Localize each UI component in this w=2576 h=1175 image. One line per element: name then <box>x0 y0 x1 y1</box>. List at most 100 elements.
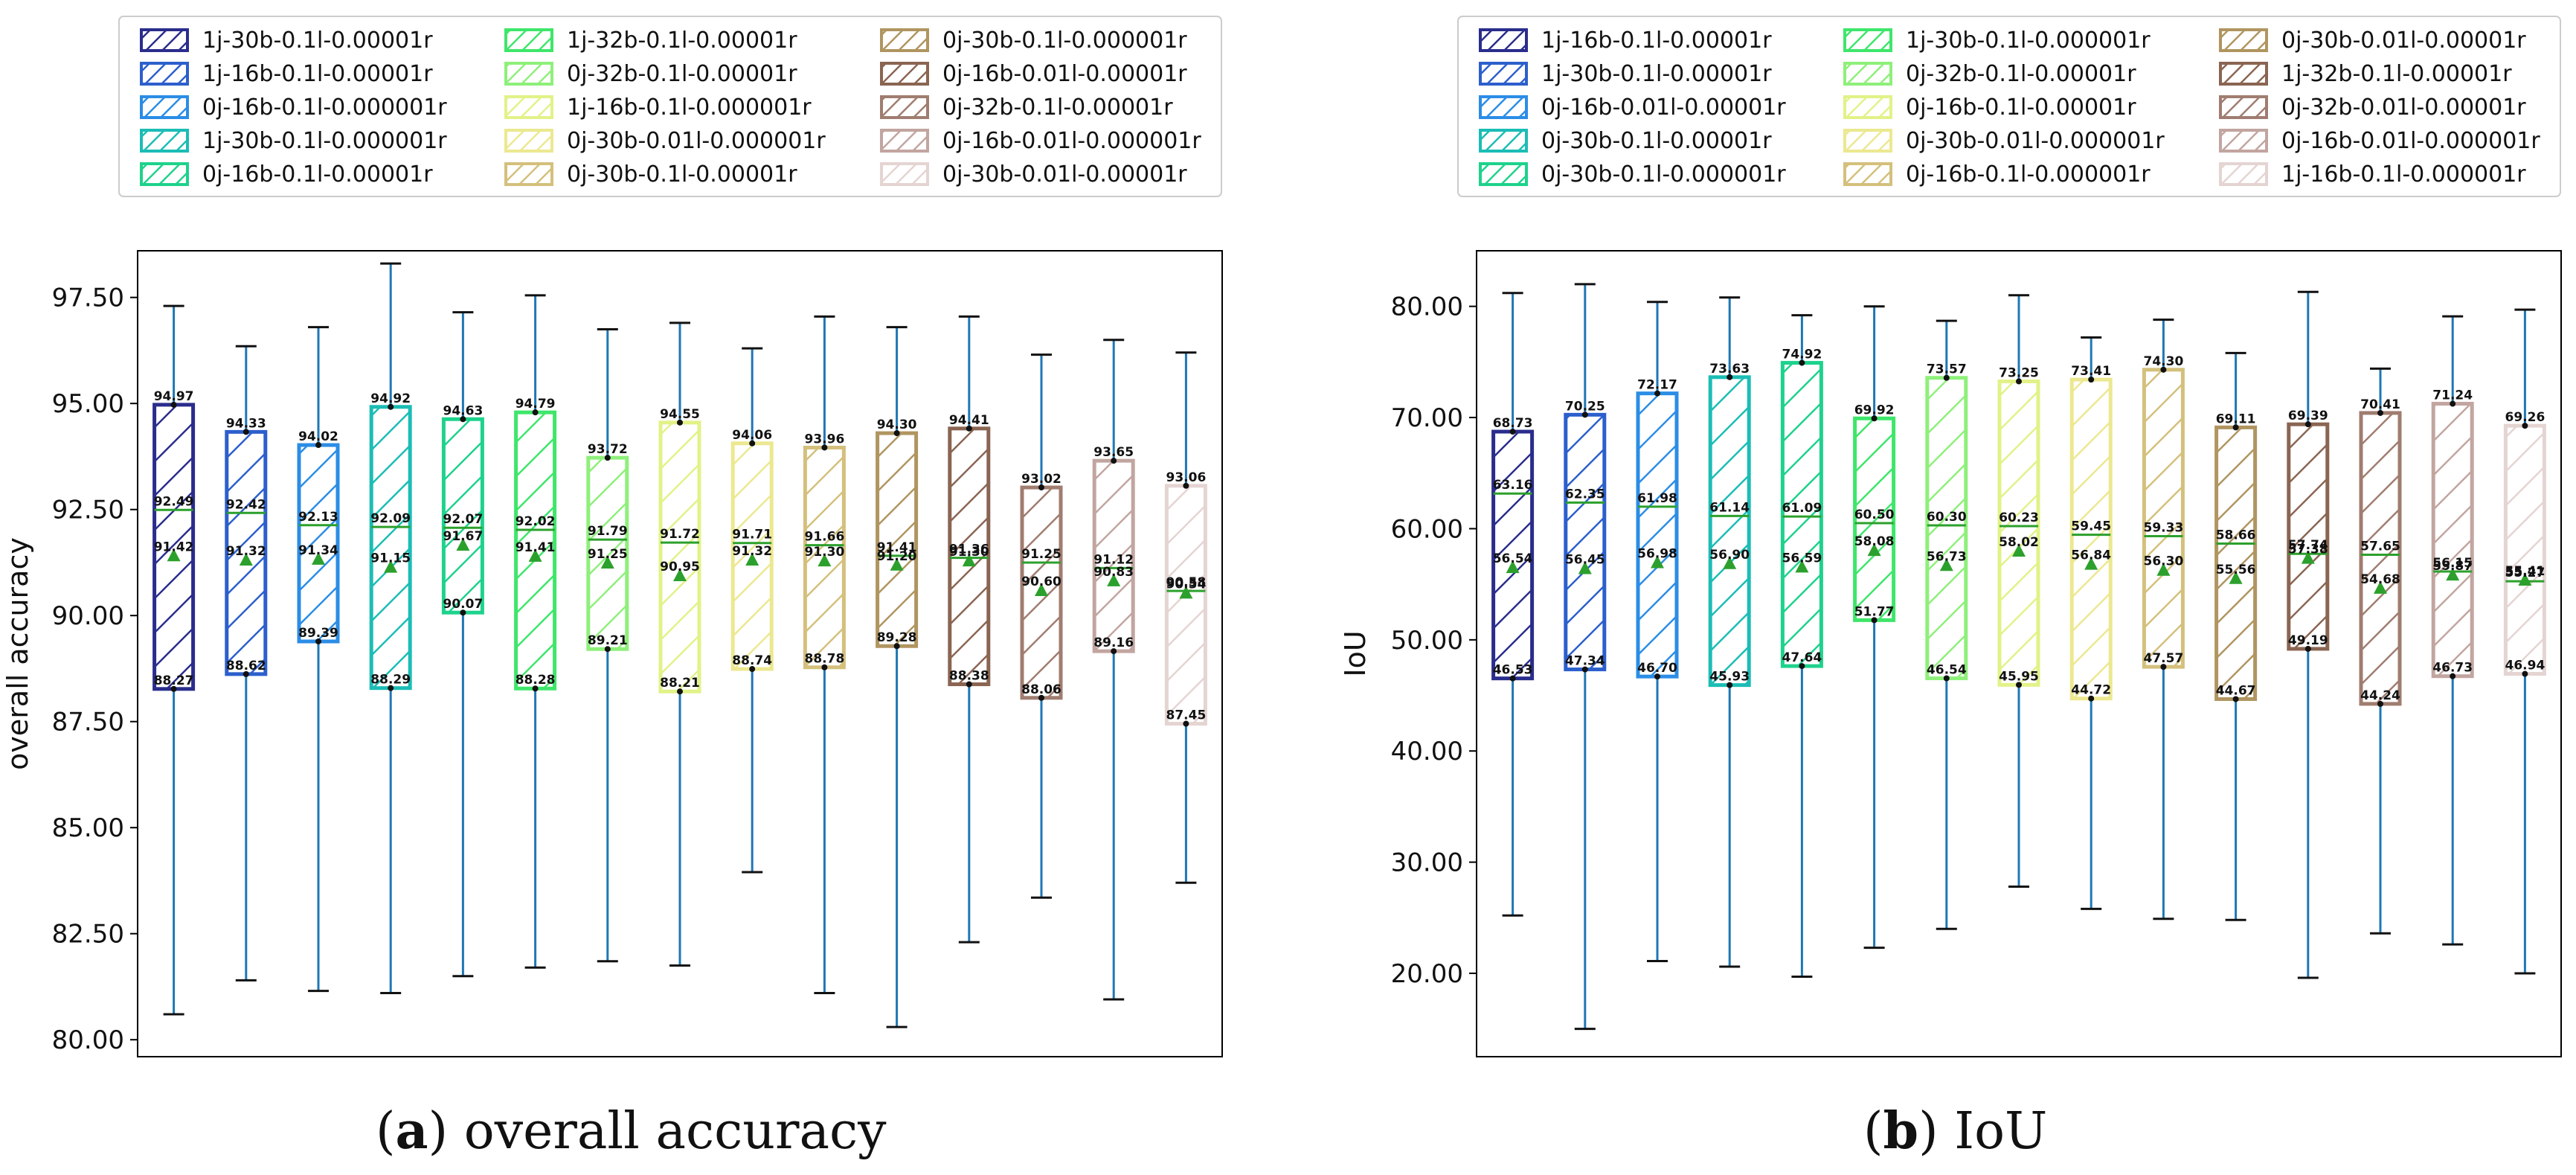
box-body <box>2503 423 2546 676</box>
value-label: 55.87 <box>2432 559 2473 574</box>
value-label: 60.50 <box>1854 508 1895 522</box>
value-label: 46.70 <box>1637 661 1677 676</box>
y-tick-label: 80.00 <box>1391 292 1463 322</box>
legend-label: 0j-16b-0.01l-0.000001r <box>942 128 1201 154</box>
q1-dot <box>1111 648 1117 655</box>
value-label: 49.19 <box>2288 633 2328 648</box>
q3-dot <box>460 416 466 423</box>
q3-dot <box>2450 400 2456 407</box>
legend-label: 1j-30b-0.1l-0.00001r <box>202 28 433 54</box>
box-1j-16b-0.1l-0.00001r: 94.33 92.42 91.32 88.62 <box>225 345 268 982</box>
value-label: 70.41 <box>2360 397 2400 412</box>
q3-dot <box>2232 424 2239 431</box>
mean-marker <box>2446 568 2460 581</box>
value-label: 93.02 <box>1021 472 1061 487</box>
legend-swatch <box>880 162 929 186</box>
value-label: 62.35 <box>1565 487 1605 502</box>
value-label: 89.28 <box>877 630 917 645</box>
legend-item: 0j-16b-0.1l-0.000001r <box>140 95 447 121</box>
value-label: 93.06 <box>1166 470 1207 485</box>
y-tick-label: 40.00 <box>1391 737 1463 766</box>
legend-label: 0j-32b-0.1l-0.00001r <box>567 61 797 87</box>
value-label: 94.63 <box>443 403 484 418</box>
legend-label: 0j-30b-0.01l-0.00001r <box>2281 28 2526 54</box>
box-body <box>1708 375 1751 688</box>
y-tick-label: 50.00 <box>1391 626 1463 656</box>
value-label: 56.98 <box>1637 547 1677 562</box>
q3-dot <box>1581 412 1588 418</box>
mean-marker <box>2084 557 2098 570</box>
mean-marker <box>818 554 832 567</box>
q1-dot <box>1038 694 1044 701</box>
q3-dot <box>1871 415 1878 422</box>
q1-dot <box>1871 617 1878 624</box>
value-label: 63.16 <box>1493 478 1533 493</box>
box-body <box>1925 376 1968 681</box>
value-label: 45.95 <box>1999 669 2039 684</box>
legend-label: 0j-30b-0.1l-0.000001r <box>942 28 1187 54</box>
mean-marker <box>745 552 759 566</box>
value-label: 58.08 <box>1854 534 1895 549</box>
q3-dot <box>677 419 683 426</box>
value-label: 91.66 <box>805 530 845 545</box>
legend-swatch <box>880 28 929 52</box>
value-label: 74.92 <box>1782 348 1822 362</box>
y-tick-label: 60.00 <box>1391 514 1463 544</box>
legend-item: 0j-32b-0.1l-0.00001r <box>504 61 797 87</box>
q1-dot <box>749 666 756 673</box>
box-0j-16b-0.1l-0.00001r: 94.63 92.07 91.67 90.07 <box>441 311 484 978</box>
panel-iou: 1j-16b-0.1l-0.00001r 1j-30b-0.1l-0.00001r… <box>1339 16 2562 1057</box>
mean-marker <box>1107 573 1121 586</box>
mean-marker <box>384 560 398 573</box>
legend-frame <box>1457 16 2561 197</box>
q3-dot <box>966 425 972 432</box>
q3-dot <box>2016 378 2022 385</box>
box-body <box>658 420 701 694</box>
value-label: 71.24 <box>2432 388 2473 403</box>
value-label: 88.74 <box>732 653 772 668</box>
box-body <box>441 417 484 615</box>
box-0j-16b-0.1l-0.000001r: 74.30 59.33 56.30 47.57 <box>2142 318 2185 921</box>
value-label: 92.42 <box>226 497 266 512</box>
y-tick-label: 20.00 <box>1391 959 1463 989</box>
q1-dot <box>2016 682 2022 688</box>
q1-dot <box>2304 645 2311 652</box>
legend-label: 0j-30b-0.01l-0.000001r <box>567 128 826 154</box>
value-label: 91.30 <box>805 545 845 560</box>
value-label: 69.92 <box>1854 403 1895 417</box>
value-label: 91.15 <box>370 551 411 566</box>
value-label: 87.45 <box>1166 708 1207 723</box>
value-label: 91.41 <box>877 540 917 555</box>
value-label: 90.83 <box>1093 565 1134 580</box>
legend-item: 0j-16b-0.1l-0.00001r <box>1843 95 2136 121</box>
box-0j-16b-0.1l-0.00001r: 73.25 60.23 58.02 45.95 <box>1997 294 2040 888</box>
q1-dot <box>966 681 972 688</box>
legend-item: 0j-32b-0.01l-0.00001r <box>2219 95 2526 121</box>
q3-dot <box>2160 366 2167 373</box>
q3-dot <box>1111 458 1117 464</box>
value-label: 94.33 <box>226 416 266 431</box>
box-body <box>1564 412 1607 672</box>
y-tick-label: 30.00 <box>1391 848 1463 878</box>
value-label: 94.92 <box>370 391 411 406</box>
mean-marker <box>528 548 542 562</box>
legend-item: 0j-16b-0.01l-0.00001r <box>880 61 1187 87</box>
value-label: 56.15 <box>2432 556 2473 571</box>
mean-marker <box>2518 573 2532 586</box>
value-label: 56.45 <box>1565 552 1605 567</box>
mean-marker <box>239 552 253 566</box>
box-0j-16b-0.1l-0.000001r: 94.02 92.13 91.34 89.39 <box>297 326 340 993</box>
y-tick-label: 82.50 <box>52 920 124 950</box>
q1-dot <box>2232 696 2239 702</box>
q1-dot <box>2522 670 2528 677</box>
legend-item: 0j-30b-0.01l-0.00001r <box>2219 28 2526 54</box>
legend-item: 1j-30b-0.1l-0.000001r <box>1843 28 2151 54</box>
legend-label: 0j-30b-0.1l-0.00001r <box>1541 128 1772 154</box>
y-tick-label: 70.00 <box>1391 403 1463 433</box>
legend-item: 0j-16b-0.01l-0.000001r <box>2219 128 2540 154</box>
box-0j-16b-0.01l-0.00001r: 72.17 61.98 56.98 46.70 <box>1636 301 1679 963</box>
legend-label: 1j-16b-0.1l-0.000001r <box>2281 161 2526 188</box>
value-label: 72.17 <box>1637 378 1677 393</box>
